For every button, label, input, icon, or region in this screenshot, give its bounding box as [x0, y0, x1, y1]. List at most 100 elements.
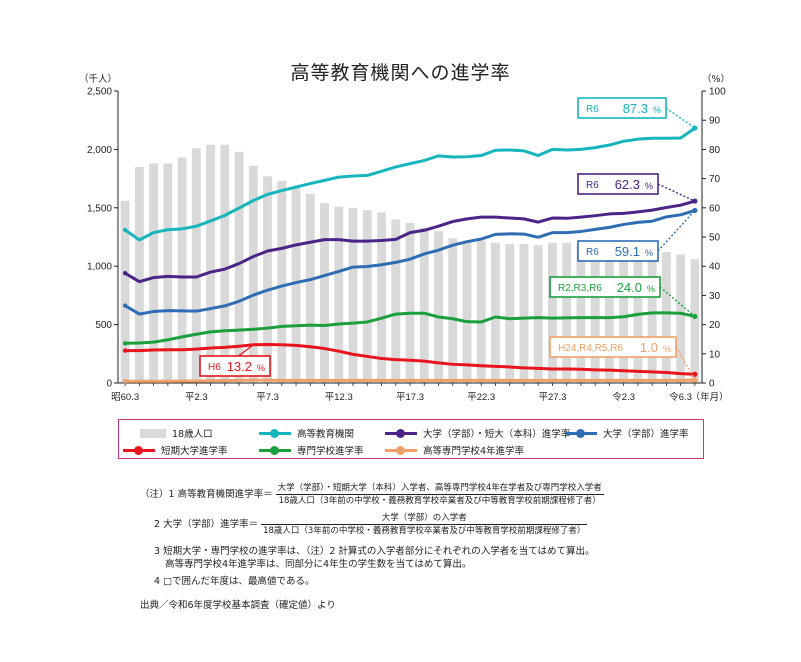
bar-18sai-27	[505, 244, 515, 383]
bar-18sai-40	[690, 259, 700, 383]
legend-item-s5: 高等専門学校4年進学率	[385, 443, 524, 457]
bar-18sai-17	[362, 210, 372, 383]
bar-18sai-10	[263, 176, 272, 383]
series-4-start-point	[122, 341, 128, 346]
right-tick-label-2: 20	[709, 320, 721, 331]
bar-18sai-38	[661, 252, 671, 383]
callout-pct-1: %	[645, 181, 653, 191]
legend-swatch-s3	[123, 445, 155, 455]
bar-18sai-19	[391, 219, 401, 383]
note-1-fraction: 大学（学部）・短期大学（本科）入学者、高等専門学校4年在学者及び専門学校入学者 …	[275, 483, 604, 506]
bar-18sai-4	[177, 157, 187, 383]
bar-18sai-31	[562, 242, 572, 383]
right-tick-label-3: 30	[709, 291, 721, 302]
right-tick-label-1: 10	[709, 349, 721, 360]
series-line-1	[124, 199, 696, 284]
series-line-5	[125, 378, 695, 383]
note-3b: 高等専門学校4年進学率は、同部分に4年生の学生数を当てはめて算出。	[165, 559, 472, 570]
callout-year-0: R6	[586, 104, 599, 115]
callout-value-0: 87.3	[623, 101, 648, 116]
bar-18sai-35	[619, 245, 629, 383]
legend-swatch-s1	[385, 428, 417, 438]
bar-18sai-26	[491, 242, 500, 383]
series-line-0	[124, 126, 696, 242]
bar-18sai-16	[348, 207, 358, 383]
x-tick-label-5: 平22.3	[467, 392, 495, 403]
callout-value-4: 1.0	[640, 340, 658, 355]
bar-18sai-14	[320, 203, 329, 383]
callout-year-1: R6	[586, 180, 599, 191]
legend-item-s3: 短期大学進学率	[123, 443, 228, 457]
callout-value-1: 62.3	[615, 177, 640, 192]
bar-18sai-20	[405, 222, 415, 383]
x-tick-label-6: 平27.3	[538, 392, 566, 403]
callout-box-1	[577, 173, 659, 195]
bar-18sai-15	[334, 206, 344, 383]
callout-value-3: 24.0	[617, 280, 642, 295]
bar-18sai-7	[220, 144, 230, 383]
right-tick-label-4: 40	[709, 262, 721, 273]
bar-18sai-22	[434, 231, 443, 383]
series-3-start-point	[122, 348, 128, 353]
callout-year-3: R2,R3,R6	[558, 283, 602, 294]
left-tick-label-5: 2,500	[87, 87, 112, 98]
callout-box-5	[199, 355, 271, 377]
note-2-fraction: 大学（学部）の入学者 18歳人口（3年前の中学校・義務教育学校卒業者及び中等教育…	[261, 513, 588, 536]
bar-18sai-33	[590, 246, 600, 383]
legend-swatch-s5	[385, 445, 417, 455]
left-tick-label-3: 1,500	[87, 203, 112, 214]
legend-item-s2: 大学（学部）進学率	[565, 426, 689, 440]
right-tick-label-7: 70	[709, 174, 721, 185]
legend-item-s0: 高等教育機関	[259, 426, 354, 440]
note-3a: 3 短期大学・専門学校の進学率は、（注）2 計算式の入学者部分にそれぞれの入学者…	[154, 546, 595, 557]
bar-18sai-18	[377, 212, 386, 383]
bar-18sai-11	[277, 180, 287, 383]
bar-18sai-21	[419, 227, 429, 383]
bar-18sai-1	[134, 166, 144, 383]
callout-box-3	[549, 276, 661, 298]
note-2: 2 大学（学部）進学率＝ 大学（学部）の入学者 18歳人口（3年前の中学校・義務…	[154, 513, 588, 536]
series-line-3	[125, 342, 695, 376]
series-2-start-point	[122, 303, 128, 308]
bar-18sai-25	[476, 240, 486, 383]
legend-swatch-s2	[565, 428, 597, 438]
left-tick-label-1: 500	[95, 320, 112, 331]
x-tick-label-4: 平17.3	[396, 392, 424, 403]
callout-box-0	[577, 97, 667, 119]
note-1: （注）1 高等教育機関進学率＝ 大学（学部）・短期大学（本科）入学者、高等専門学…	[140, 483, 604, 506]
legend-swatch-bars	[140, 428, 166, 438]
bar-18sai-39	[676, 254, 686, 383]
bar-18sai-13	[305, 193, 315, 383]
callout-year-4: H24,R4,R5,R6	[558, 343, 623, 354]
x-tick-label-1: 平2.3	[185, 392, 208, 403]
callout-leader-5	[238, 344, 254, 357]
legend-item-s4: 専門学校進学率	[259, 443, 364, 457]
callout-pct-2: %	[645, 248, 653, 258]
series-1-start-point	[122, 271, 128, 276]
x-axis-unit: （年月）	[691, 391, 729, 403]
series-line-4	[125, 311, 696, 345]
callout-pct-0: %	[653, 105, 661, 115]
series-line-2	[124, 208, 696, 316]
callout-leader-1	[657, 183, 696, 202]
right-tick-label-0: 0	[709, 379, 715, 390]
bar-18sai-28	[519, 244, 529, 383]
callout-leader-0	[665, 107, 696, 129]
callout-value-5: 13.2	[227, 359, 252, 374]
series-0-start-point	[122, 227, 128, 233]
bar-18sai-6	[206, 144, 216, 383]
legend-swatch-s0	[259, 428, 291, 438]
callout-pct-3: %	[647, 284, 655, 294]
bar-18sai-24	[462, 241, 472, 383]
chart-legend: 18歳人口 高等教育機関 大学（学部）・短大（本科）進学率 大学（学部）進学率 …	[118, 419, 704, 459]
right-tick-label-9: 90	[709, 116, 721, 127]
legend-swatch-s4	[259, 445, 291, 455]
bar-18sai-23	[448, 238, 458, 383]
x-tick-label-7: 令2.3	[612, 391, 635, 403]
left-axis-unit: （千人）	[79, 73, 117, 85]
callout-pct-5: %	[257, 363, 265, 373]
bar-18sai-2	[149, 163, 159, 383]
chart-plot: 0 500 1,000 1,500 2,000 2,500 0 10 20 30 40 50 60 70 8…	[79, 73, 730, 403]
source-note: 出典／令和6年度学校基本調査（確定値）より	[140, 600, 336, 611]
left-tick-label-4: 2,000	[87, 145, 112, 156]
